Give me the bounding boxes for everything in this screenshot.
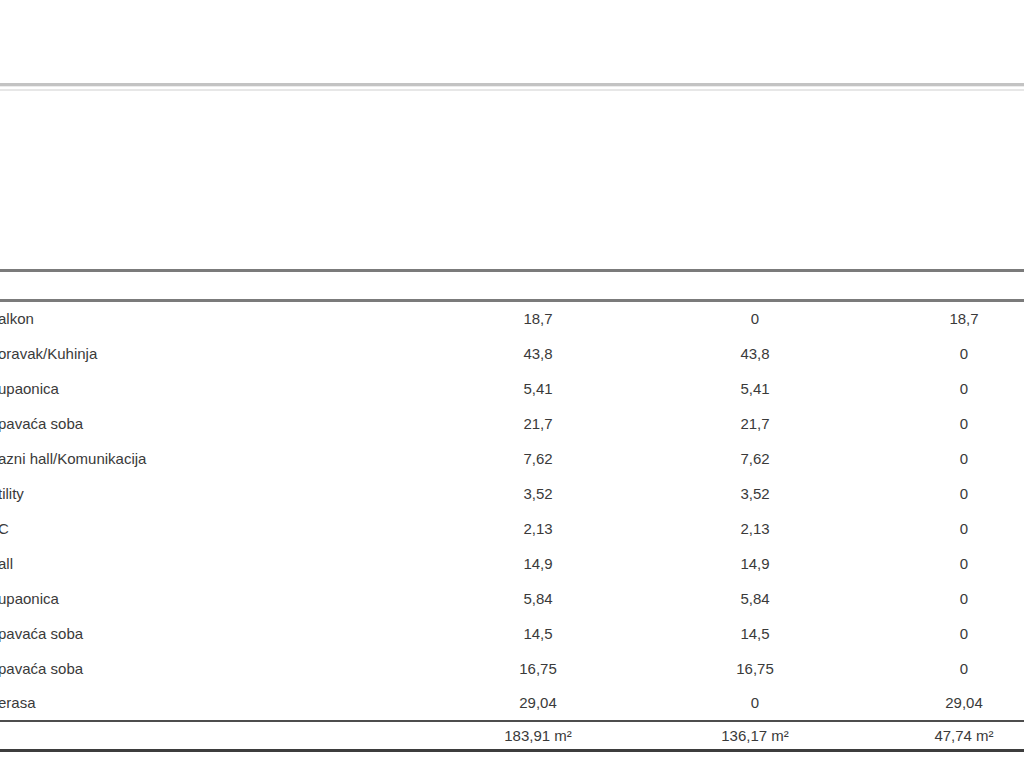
table-row: erasa 29,04 0 29,04 [0,686,1024,721]
table-row: C 2,13 2,13 0 [0,511,1024,546]
room-value2: 14,9 [648,546,862,581]
table-header-row [0,271,1024,301]
totals-value1: 183,91 m² [428,721,648,751]
room-value2: 7,62 [648,441,862,476]
table-row: pavaća soba 21,7 21,7 0 [0,406,1024,441]
room-value3: 0 [862,371,1024,406]
room-value3: 0 [862,546,1024,581]
table-row: tility 3,52 3,52 0 [0,476,1024,511]
room-value1: 5,84 [428,581,648,616]
room-value2: 43,8 [648,336,862,371]
room-value3: 0 [862,511,1024,546]
room-name: all [0,546,428,581]
room-value3: 0 [862,476,1024,511]
totals-value3: 47,74 m² [862,721,1024,751]
room-value1: 18,7 [428,301,648,336]
totals-value2: 136,17 m² [648,721,862,751]
top-divider [0,83,1024,86]
table-row: all 14,9 14,9 0 [0,546,1024,581]
room-name: upaonica [0,581,428,616]
room-value2: 5,84 [648,581,862,616]
room-value3: 0 [862,406,1024,441]
room-name: tility [0,476,428,511]
header-name [0,271,428,301]
room-value2: 2,13 [648,511,862,546]
table-row: alkon 18,7 0 18,7 [0,301,1024,336]
room-value2: 21,7 [648,406,862,441]
room-value1: 16,75 [428,651,648,686]
room-value1: 5,41 [428,371,648,406]
room-value3: 0 [862,616,1024,651]
room-name: azni hall/Komunikacija [0,441,428,476]
room-value1: 3,52 [428,476,648,511]
room-value3: 18,7 [862,301,1024,336]
totals-label [0,721,428,751]
room-value3: 0 [862,651,1024,686]
room-value3: 0 [862,336,1024,371]
room-value1: 2,13 [428,511,648,546]
room-name: pavaća soba [0,651,428,686]
room-value1: 14,5 [428,616,648,651]
totals-row: 183,91 m² 136,17 m² 47,74 m² [0,721,1024,751]
room-value3: 29,04 [862,686,1024,721]
table-body: alkon 18,7 0 18,7 oravak/Kuhinja 43,8 43… [0,301,1024,721]
room-name: pavaća soba [0,616,428,651]
table-row: azni hall/Komunikacija 7,62 7,62 0 [0,441,1024,476]
header-value3 [862,271,1024,301]
room-value1: 21,7 [428,406,648,441]
room-name: oravak/Kuhinja [0,336,428,371]
room-name: alkon [0,301,428,336]
report-page: alkon 18,7 0 18,7 oravak/Kuhinja 43,8 43… [0,0,1024,768]
room-value2: 0 [648,686,862,721]
room-name: upaonica [0,371,428,406]
room-name: C [0,511,428,546]
room-value2: 16,75 [648,651,862,686]
header-value2 [648,271,862,301]
room-name: pavaća soba [0,406,428,441]
room-value1: 29,04 [428,686,648,721]
top-divider-highlight [0,89,1024,91]
room-value1: 7,62 [428,441,648,476]
table-row: oravak/Kuhinja 43,8 43,8 0 [0,336,1024,371]
room-value3: 0 [862,441,1024,476]
room-value2: 0 [648,301,862,336]
header-value1 [428,271,648,301]
room-name: erasa [0,686,428,721]
room-value3: 0 [862,581,1024,616]
table-row: pavaća soba 16,75 16,75 0 [0,651,1024,686]
room-value2: 14,5 [648,616,862,651]
table-row: upaonica 5,41 5,41 0 [0,371,1024,406]
room-value2: 5,41 [648,371,862,406]
room-value1: 14,9 [428,546,648,581]
area-table: alkon 18,7 0 18,7 oravak/Kuhinja 43,8 43… [0,269,1024,752]
table-row: upaonica 5,84 5,84 0 [0,581,1024,616]
table-row: pavaća soba 14,5 14,5 0 [0,616,1024,651]
room-value2: 3,52 [648,476,862,511]
room-value1: 43,8 [428,336,648,371]
